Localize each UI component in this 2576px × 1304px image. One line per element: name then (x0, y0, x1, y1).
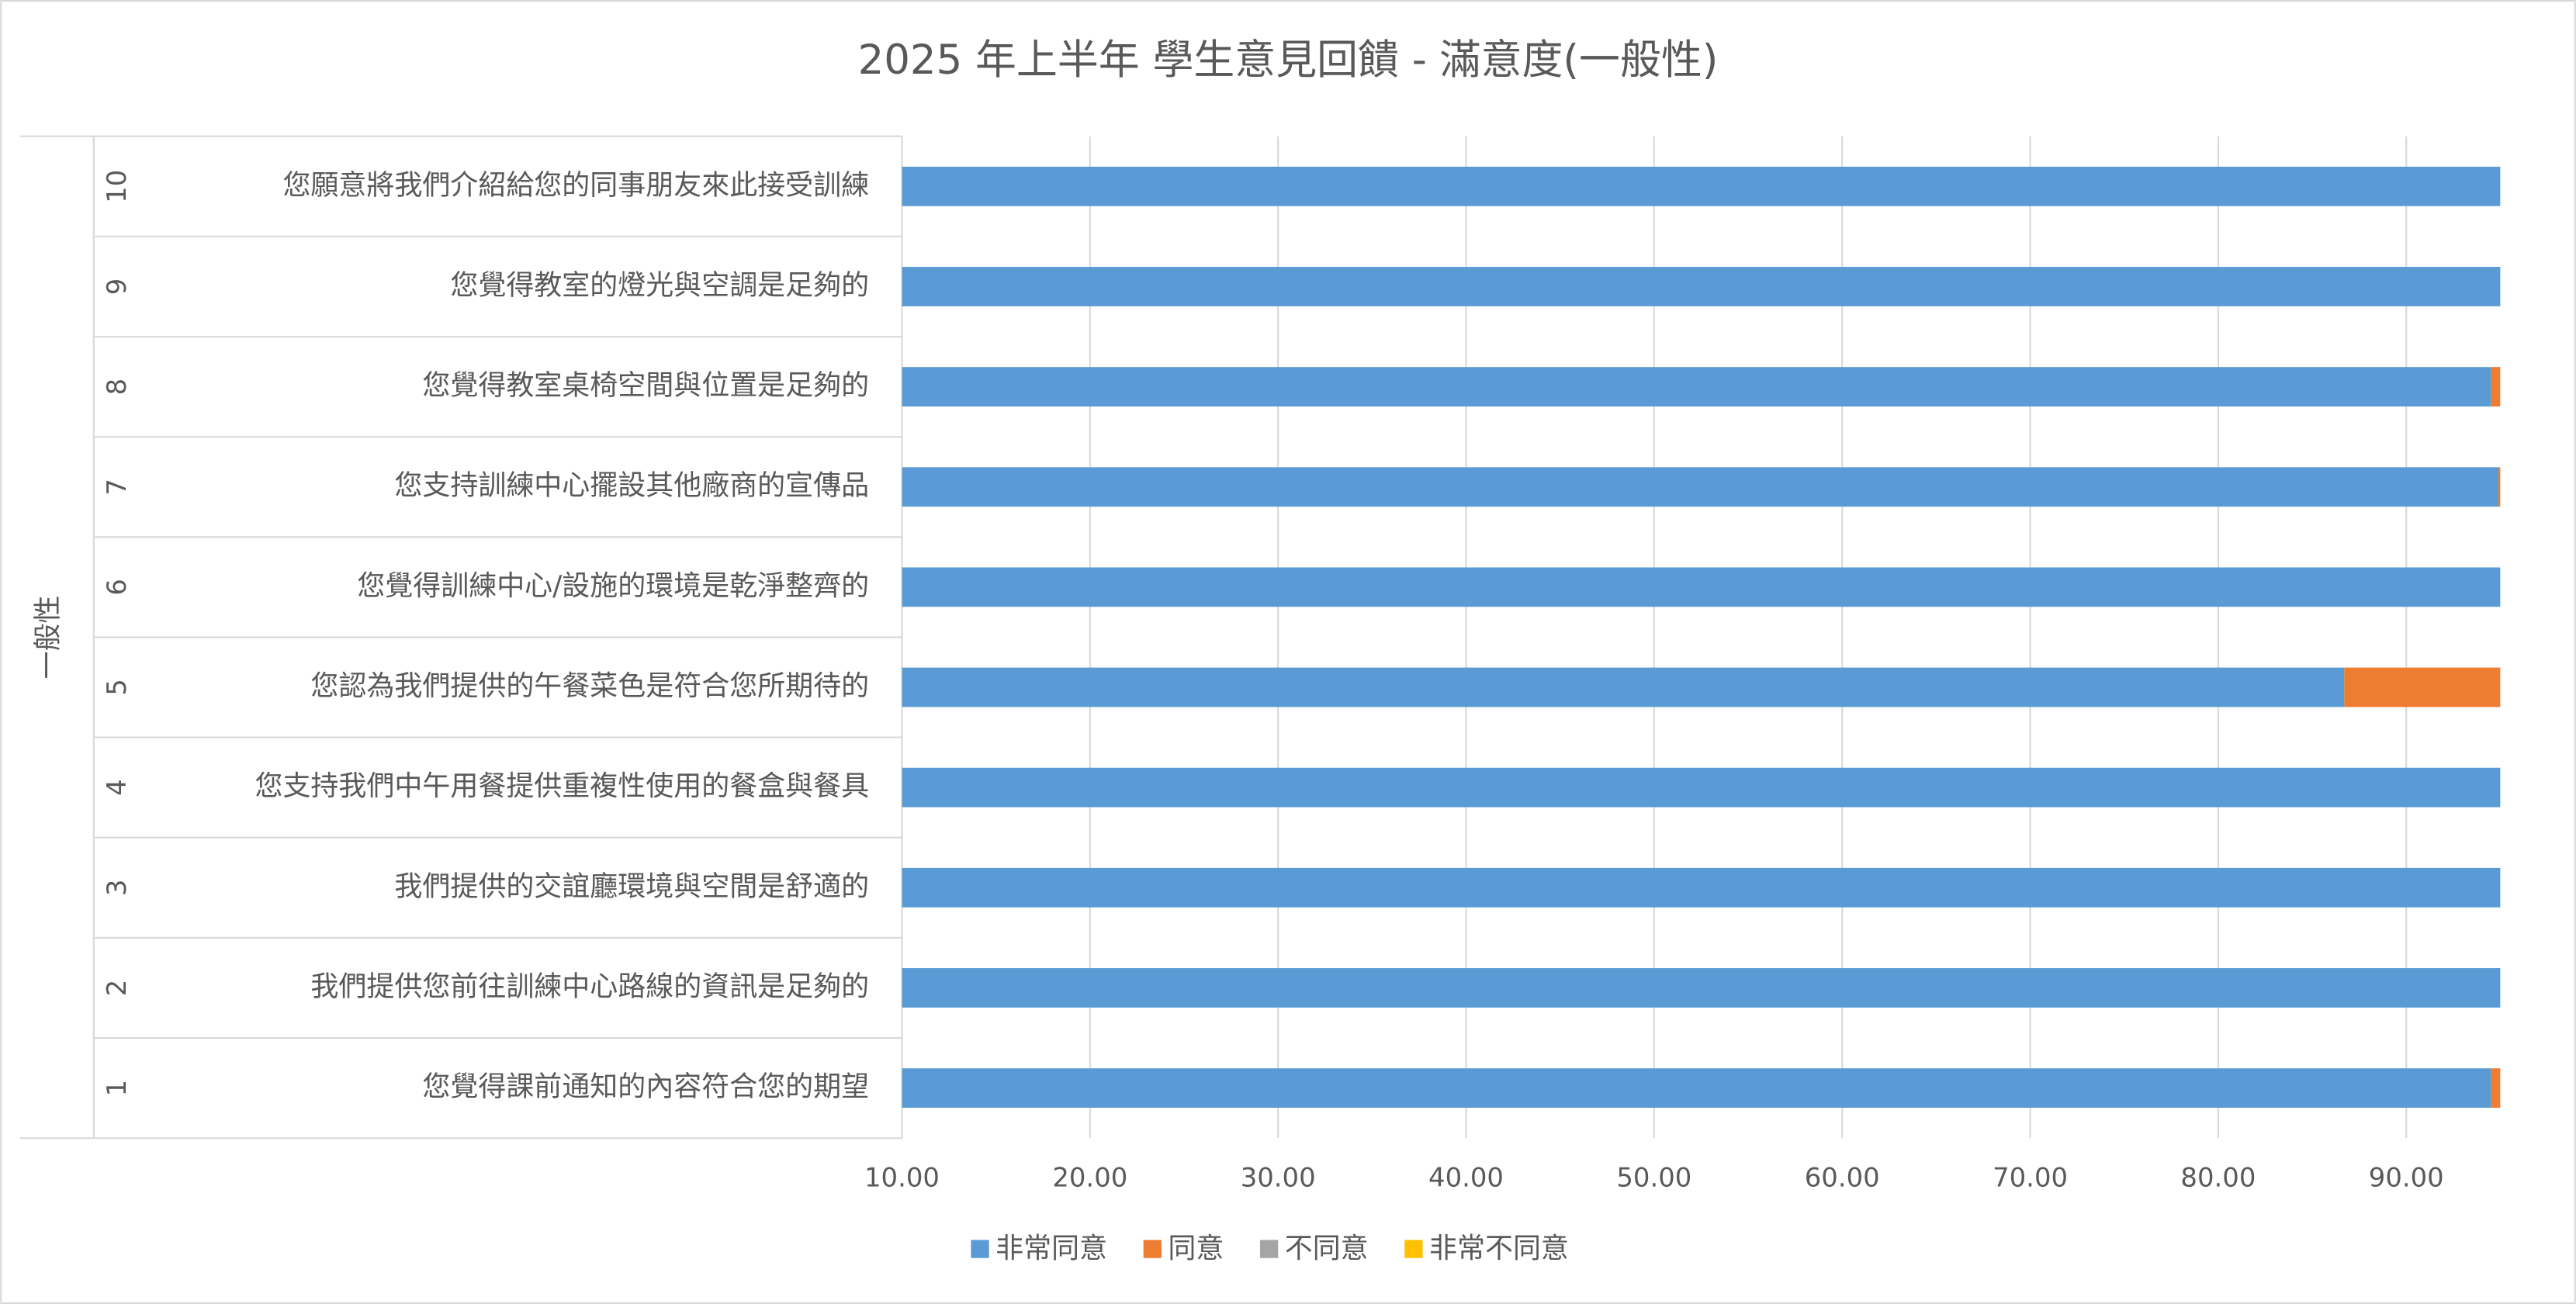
bar-segment (2344, 667, 2501, 707)
group-label: 一般性 (33, 595, 64, 679)
x-tick-label: 30.00 (1241, 1163, 1316, 1193)
legend-label: 非常同意 (995, 1233, 1107, 1264)
y-tick-label: 您支持我們中午用餐提供重複性使用的餐盒與餐具 (254, 770, 869, 802)
bar-segment (902, 1068, 2491, 1109)
row-number: 10 (102, 170, 132, 203)
bar-segment (902, 267, 2501, 306)
x-tick-label: 60.00 (1805, 1163, 1880, 1193)
bar-segment (902, 166, 2501, 206)
row-number: 6 (102, 579, 132, 596)
bar-segment (2498, 467, 2501, 507)
bar-segment (902, 767, 2501, 808)
y-tick-label: 我們提供您前往訓練中心路線的資訊是足夠的 (310, 970, 869, 1002)
legend-label: 同意 (1168, 1233, 1224, 1264)
row-number: 8 (102, 379, 132, 396)
x-tick-label: 20.00 (1052, 1163, 1127, 1193)
y-tick-label: 您覺得訓練中心/設施的環境是乾淨整齊的 (357, 570, 869, 602)
row-number: 4 (102, 779, 132, 796)
row-number: 1 (102, 1080, 132, 1097)
row-number: 2 (102, 980, 132, 997)
x-tick-label: 90.00 (2369, 1163, 2444, 1193)
bar-segment (902, 367, 2491, 406)
x-tick-label: 80.00 (2180, 1163, 2256, 1193)
x-tick-label: 50.00 (1616, 1163, 1691, 1193)
bar-segment (902, 467, 2499, 507)
legend-swatch (1259, 1240, 1279, 1258)
y-tick-label: 我們提供的交誼廳環境與空間是舒適的 (394, 870, 869, 902)
y-tick-label: 您認為我們提供的午餐菜色是符合您所期待的 (310, 670, 869, 702)
x-tick-label: 10.00 (864, 1163, 940, 1193)
y-tick-label: 您覺得教室桌椅空間與位置是足夠的 (422, 370, 869, 402)
row-number: 3 (102, 880, 132, 897)
legend-label: 非常不同意 (1429, 1233, 1569, 1264)
bars (902, 166, 2501, 1109)
bar-segment (2491, 367, 2501, 406)
row-number: 9 (102, 278, 132, 296)
legend-label: 不同意 (1285, 1233, 1369, 1264)
x-tick-label: 40.00 (1428, 1163, 1504, 1193)
bar-segment (902, 968, 2501, 1008)
y-tick-label: 您覺得教室的燈光與空調是足夠的 (450, 269, 869, 301)
bar-segment (902, 567, 2501, 607)
bar-segment (902, 667, 2345, 707)
x-tick-label: 70.00 (1993, 1163, 2068, 1193)
y-tick-label: 您支持訓練中心擺設其他廠商的宣傳品 (394, 470, 869, 502)
bar-segment (902, 867, 2501, 908)
bar-segment (2491, 1068, 2501, 1109)
chart-title: 2025 年上半年 學生意見回饋 - 滿意度(一般性) (858, 36, 1719, 84)
legend-swatch (1404, 1240, 1423, 1258)
row-number: 7 (102, 479, 132, 496)
y-tick-label: 您願意將我們介紹給您的同事朋友來此接受訓練 (282, 169, 869, 201)
y-tick-label: 您覺得課前通知的內容符合您的期望 (422, 1071, 869, 1103)
legend-swatch (1143, 1240, 1162, 1258)
legend-swatch (971, 1240, 989, 1258)
row-number: 5 (102, 679, 132, 696)
